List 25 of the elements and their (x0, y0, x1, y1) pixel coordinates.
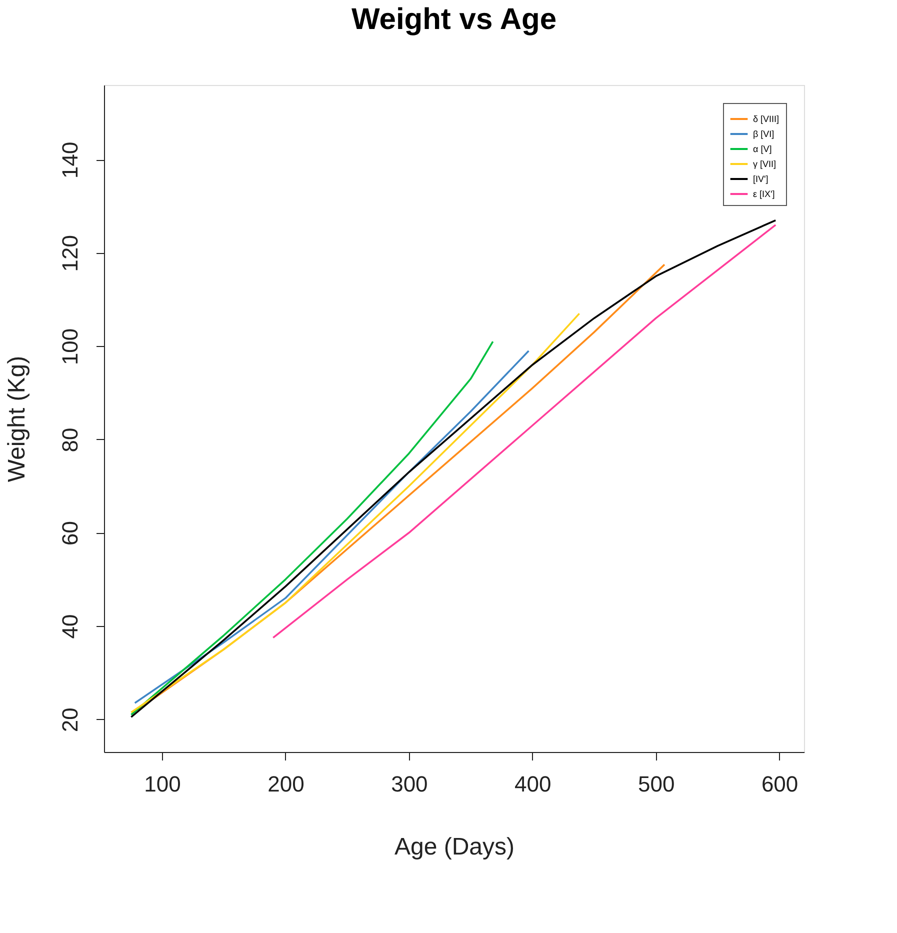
legend-label: α [V] (753, 144, 772, 154)
y-tick-label: 40 (58, 614, 82, 639)
x-axis-title: Age (Days) (394, 834, 515, 860)
line-series (272, 224, 777, 639)
y-tick-label: 140 (58, 142, 82, 178)
x-tick-label: 400 (514, 772, 552, 796)
legend-label: δ [VIII] (753, 114, 780, 124)
legend-label: ε [IX'] (753, 189, 775, 199)
x-tick-label: 600 (761, 772, 798, 796)
line-series (130, 219, 777, 718)
y-axis-title: Weight (Kg) (4, 356, 30, 482)
x-tick-label: 200 (268, 772, 304, 796)
y-tick-label: 60 (58, 521, 82, 546)
x-tick-label: 300 (391, 772, 428, 796)
y-tick-label: 100 (58, 328, 82, 366)
legend-label: γ [VII] (753, 159, 776, 169)
x-tick-label: 500 (638, 772, 675, 796)
y-tick-label: 20 (58, 708, 82, 732)
legend-label: [IV'] (753, 174, 768, 184)
y-tick-label: 120 (58, 235, 82, 272)
x-tick-label: 100 (144, 772, 181, 796)
legend-label: β [VI] (753, 129, 774, 139)
line-series (130, 312, 580, 714)
chart-title: Weight vs Age (351, 3, 557, 36)
y-tick-label: 80 (58, 428, 82, 452)
